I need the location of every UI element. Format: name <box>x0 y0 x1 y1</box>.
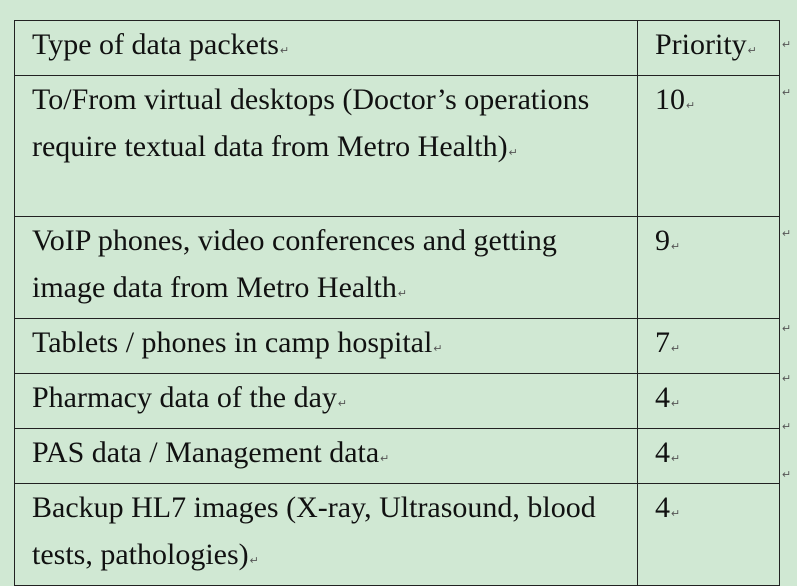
priority-cell: 4↵ <box>637 428 780 484</box>
row-end-mark: ↵ <box>782 373 792 385</box>
cell-text: VoIP phones, video conferences and getti… <box>32 224 557 304</box>
table-row: To/From virtual desktops (Doctor’s opera… <box>14 75 780 217</box>
priority-cell: 9↵ <box>637 216 780 319</box>
paragraph-mark: ↵ <box>433 343 443 355</box>
packet-type-cell: VoIP phones, video conferences and getti… <box>14 216 638 319</box>
packet-type-cell: Pharmacy data of the day↵ <box>14 373 638 429</box>
row-end-mark: ↵ <box>782 39 792 51</box>
page: Type of data packets↵ Priority↵ To/From vi… <box>14 20 792 586</box>
paragraph-mark: ↵ <box>337 398 348 410</box>
cell-text: Type of data packets <box>32 28 279 61</box>
paragraph-mark: ↵ <box>671 508 681 520</box>
packet-type-cell: To/From virtual desktops (Doctor’s opera… <box>14 75 638 217</box>
paragraph-mark: ↵ <box>279 45 290 57</box>
priority-cell: 7↵ <box>637 318 780 374</box>
priority-cell: 10↵ <box>637 75 780 217</box>
cell-text: 10 <box>655 83 685 116</box>
cell-text: 9 <box>655 224 670 257</box>
cell-text: Tablets / phones in camp hospital <box>32 326 433 359</box>
cell-text: 4 <box>655 381 670 414</box>
cell-text: Backup HL7 images (X-ray, Ultrasound, bl… <box>32 491 596 571</box>
cell-text: 4 <box>655 436 670 469</box>
packet-type-cell: PAS data / Management data↵ <box>14 428 638 484</box>
cell-text: PAS data / Management data <box>32 436 380 469</box>
cell-text: To/From virtual desktops (Doctor’s opera… <box>32 83 590 163</box>
priority-cell: Priority↵ <box>637 20 780 76</box>
priority-table: Type of data packets↵ Priority↵ To/From vi… <box>14 20 780 586</box>
paragraph-mark: ↵ <box>508 147 518 159</box>
packet-type-cell: Backup HL7 images (X-ray, Ultrasound, bl… <box>14 483 638 586</box>
row-end-mark: ↵ <box>782 421 792 433</box>
paragraph-mark: ↵ <box>671 343 681 355</box>
table-row: Pharmacy data of the day↵ 4↵ <box>14 373 780 429</box>
row-end-mark: ↵ <box>782 228 792 240</box>
paragraph-mark: ↵ <box>671 241 681 253</box>
priority-cell: 4↵ <box>637 373 780 429</box>
packet-type-cell: Tablets / phones in camp hospital↵ <box>14 318 638 374</box>
table-row: VoIP phones, video conferences and getti… <box>14 216 780 319</box>
paragraph-mark: ↵ <box>249 555 259 567</box>
paragraph-mark: ↵ <box>747 45 757 57</box>
row-end-mark: ↵ <box>782 87 792 99</box>
paragraph-mark: ↵ <box>380 453 390 465</box>
table-row: Tablets / phones in camp hospital↵ 7↵ <box>14 318 780 374</box>
cell-text: 4 <box>655 491 670 524</box>
header-row: Type of data packets↵ Priority↵ <box>14 20 780 76</box>
row-end-mark: ↵ <box>782 469 792 481</box>
cell-text: 7 <box>655 326 670 359</box>
priority-cell: 4↵ <box>637 483 780 586</box>
paragraph-mark: ↵ <box>671 453 681 465</box>
paragraph-mark: ↵ <box>686 100 696 112</box>
row-end-mark: ↵ <box>782 323 792 335</box>
table-row: Backup HL7 images (X-ray, Ultrasound, bl… <box>14 483 780 586</box>
paragraph-mark: ↵ <box>397 288 408 300</box>
table-row: PAS data / Management data↵ 4↵ <box>14 428 780 484</box>
packet-type-cell: Type of data packets↵ <box>14 20 638 76</box>
cell-text: Pharmacy data of the day <box>32 381 337 414</box>
cell-text: Priority <box>655 28 747 61</box>
paragraph-mark: ↵ <box>671 398 681 410</box>
